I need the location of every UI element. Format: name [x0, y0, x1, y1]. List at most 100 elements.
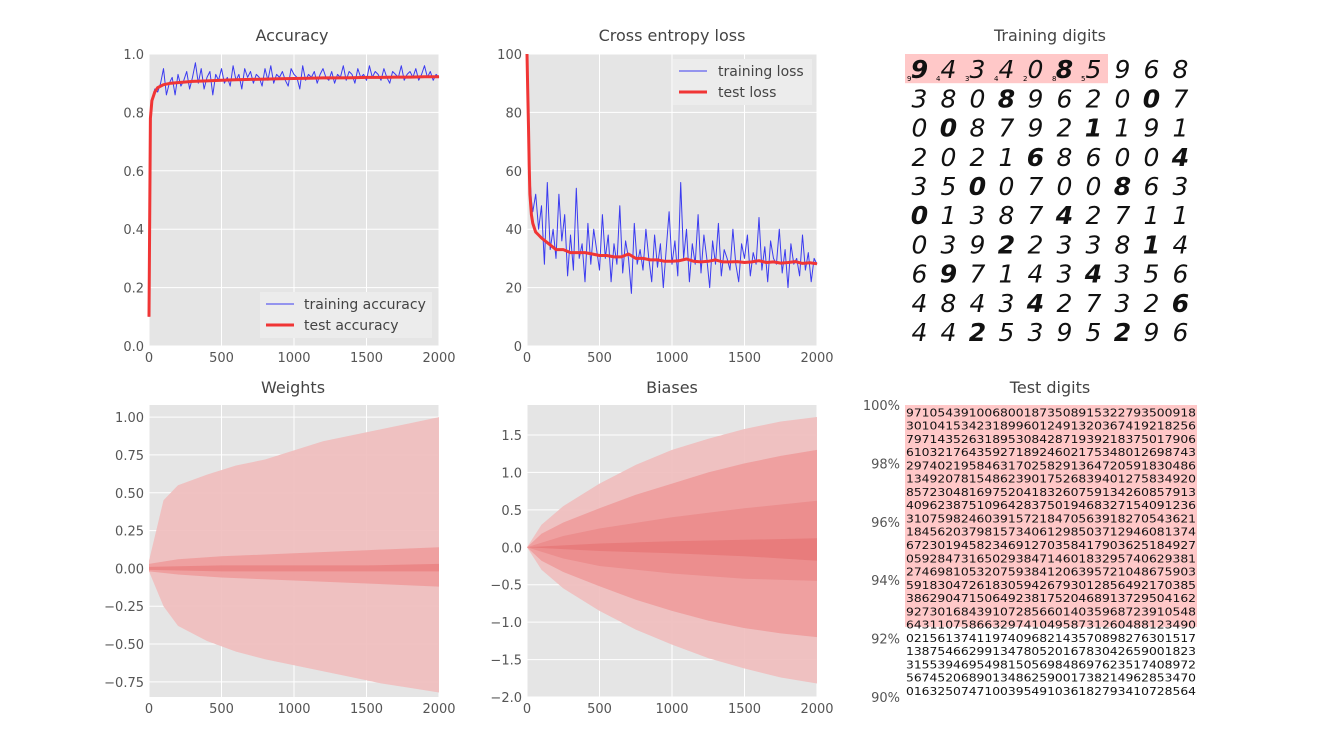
training-digit-7-9: 6: [1173, 260, 1189, 289]
training-digit-1-9: 7: [1173, 84, 1189, 113]
biases-title: Biases: [646, 378, 698, 397]
biases-ytick-label-5: −1.0: [490, 616, 522, 631]
training-digit-3-9: 4: [1171, 143, 1189, 172]
accuracy-xtick-label-0: 0: [145, 351, 153, 366]
training-digit-2-6: 1: [1085, 114, 1102, 143]
training-digit-1-2: 0: [970, 84, 986, 113]
loss-ytick-label-5: 100: [497, 48, 522, 63]
training-digits-panel: Training digits 9 4 3 4 2 8 59 4 3 4 0 8 5 9 6 83 8 0 8 9 6 2…: [905, 26, 1189, 347]
test-digits-row-13: 5918304726183059426793012856492170385: [906, 579, 1196, 592]
test-digits-row-19: 3155394695498150569848697623517408972: [906, 658, 1196, 671]
training-digit-7-7: 3: [1115, 260, 1131, 289]
accuracy-xtick-label-2: 1000: [277, 351, 310, 366]
training-digit-6-7: 8: [1115, 230, 1131, 259]
training-digit-0-1: 4: [941, 55, 957, 84]
accuracy-ytick-label-0: 0.0: [123, 340, 144, 355]
biases-xtick-label-3: 1500: [728, 702, 761, 717]
training-digit-6-1: 3: [941, 230, 957, 259]
loss-ytick-label-2: 40: [505, 223, 522, 238]
test-digits-row-16: 6431107586632974104958731260488123490: [906, 619, 1196, 632]
training-digit-error-bg-1: [934, 54, 963, 84]
training-digit-7-0: 6: [912, 260, 928, 289]
biases-xtick-label-4: 2000: [800, 702, 833, 717]
loss-xtick-label-3: 1500: [728, 351, 761, 366]
accuracy-legend-train-label: training accuracy: [304, 297, 426, 313]
test-digits-panel: Test digits 9710543910068001873508915322…: [863, 378, 1197, 706]
training-digit-9-2: 2: [969, 318, 986, 347]
accuracy-ticks: 0 500 1000 1500 2000 0.0 0.2 0.4 0.6 0.8 1.0: [123, 48, 455, 366]
weights-ytick-label-0: 1.00: [115, 411, 144, 426]
test-digits-row-12: 2746981053207593841206395721048675903: [906, 566, 1196, 579]
training-digit-error-bg-4: [1021, 54, 1050, 84]
training-digit-8-7: 3: [1115, 289, 1131, 318]
training-digit-4-8: 6: [1144, 172, 1160, 201]
weights-ytick-label-6: −0.50: [104, 638, 144, 653]
training-digit-5-5: 4: [1055, 201, 1073, 230]
training-digit-8-0: 4: [912, 289, 928, 318]
training-digit-0-2: 3: [970, 55, 986, 84]
training-digit-error-bg-3: [992, 54, 1021, 84]
weights-xtick-label-1: 500: [209, 702, 234, 717]
training-digit-3-7: 0: [1115, 143, 1131, 172]
accuracy-ytick-label-5: 1.0: [123, 48, 144, 63]
training-digit-8-3: 3: [999, 289, 1015, 318]
test-digits-row-3: 6103217643592718924602175348012698743: [906, 446, 1196, 459]
test-digits-row-20: 5674520689013486259001738214962853470: [906, 672, 1196, 685]
training-digit-4-1: 5: [941, 172, 957, 201]
training-digit-0-9: 8: [1173, 55, 1189, 84]
training-digit-2-8: 9: [1144, 114, 1160, 143]
accuracy-legend: training accuracy test accuracy: [260, 292, 432, 338]
biases-ytick-label-6: −1.5: [490, 654, 522, 669]
biases-band-3: [527, 538, 817, 561]
biases-ytick-label-7: −2.0: [490, 691, 522, 706]
accuracy-ytick-label-4: 0.8: [123, 106, 144, 121]
training-digit-9-5: 9: [1057, 318, 1073, 347]
biases-band-2: [527, 500, 817, 581]
training-digit-3-8: 0: [1144, 143, 1160, 172]
training-digit-6-0: 0: [912, 230, 928, 259]
training-digit-true-label-5: 8: [1052, 75, 1056, 83]
training-digit-0-4: 0: [1028, 55, 1044, 84]
loss-legend-test-label: test loss: [718, 85, 776, 101]
training-digit-9-1: 4: [941, 318, 957, 347]
biases-xtick-label-0: 0: [523, 702, 531, 717]
test-digits-row-4: 2974021958463170258291364720591830486: [906, 459, 1196, 472]
loss-xtick-label-1: 500: [587, 351, 612, 366]
weights-xtick-label-4: 2000: [422, 702, 455, 717]
training-digit-0-7: 9: [1115, 55, 1131, 84]
training-digit-5-1: 1: [941, 201, 957, 230]
test-digits-title: Test digits: [1009, 378, 1090, 397]
training-digits-grid: 9 4 3 4 2 8 59 4 3 4 0 8 5 9 6 83 8 0 8 9 6 2 0 0 70 0 8 7 9 2 1 1 9 12 0 2…: [905, 54, 1189, 347]
accuracy-xtick-label-3: 1500: [350, 351, 383, 366]
training-digit-6-2: 9: [970, 230, 986, 259]
training-digit-0-5: 8: [1056, 55, 1073, 84]
biases-ytick-label-1: 1.0: [501, 466, 522, 481]
training-digit-4-5: 0: [1057, 172, 1073, 201]
training-digit-7-8: 5: [1144, 260, 1160, 289]
training-digit-6-3: 2: [998, 230, 1015, 259]
training-digit-2-4: 9: [1028, 114, 1044, 143]
weights-xtick-label-0: 0: [145, 702, 153, 717]
training-digit-1-5: 6: [1057, 84, 1073, 113]
training-digit-9-6: 5: [1086, 318, 1102, 347]
test-digits-row-14: 3862904715064923817520468913729504162: [906, 592, 1196, 605]
biases-panel: Biases 0 500 1000 1500 2000 1.5 1.0 0.5 0.0 −0.5 −…: [490, 378, 833, 717]
training-digit-4-2: 0: [969, 172, 986, 201]
training-digit-3-2: 2: [970, 143, 986, 172]
training-digit-9-9: 6: [1173, 318, 1189, 347]
loss-legend-train-label: training loss: [718, 64, 804, 80]
training-digit-1-6: 2: [1086, 84, 1102, 113]
training-digit-2-2: 8: [970, 114, 986, 143]
training-digit-7-2: 7: [970, 260, 986, 289]
training-digit-true-label-1: 4: [936, 75, 941, 83]
training-digit-9-0: 4: [912, 318, 928, 347]
accuracy-panel: Accuracy 0 500 1000 1500 2000 0.0 0.2 0.4 0.6 0.8…: [123, 26, 455, 366]
training-digit-8-6: 7: [1086, 289, 1102, 318]
accuracy-legend-test-label: test accuracy: [304, 318, 399, 334]
accuracy-line-0: [148, 62, 440, 317]
training-digit-6-4: 2: [1028, 230, 1044, 259]
test-digits-ytick-label-1: 98%: [871, 457, 900, 472]
test-digits-ytick-label-4: 92%: [871, 633, 900, 648]
loss-xtick-label-2: 1000: [655, 351, 688, 366]
accuracy-grid: [148, 53, 440, 347]
